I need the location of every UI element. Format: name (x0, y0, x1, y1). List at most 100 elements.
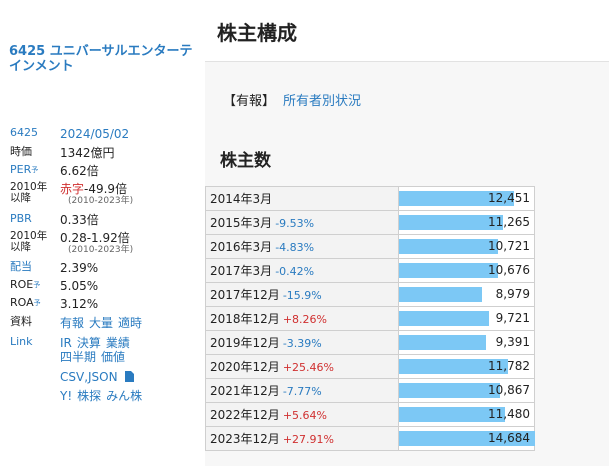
count-bar (398, 215, 503, 230)
ownership-status-link[interactable]: 所有者別状況 (283, 94, 362, 109)
change-percent: +27.91% (282, 433, 334, 446)
period-cell: 2018年12月 +8.26% (205, 306, 399, 331)
shareholder-count: 12,451 (488, 191, 530, 205)
roa-value: 3.12% (60, 297, 99, 311)
ext-links-row4: Y! 株探 みん株 (60, 389, 147, 403)
period-label: 2020年12月 (210, 360, 280, 374)
main-content: 株主構成 【有報】 所有者別状況 株主数 2014年3月 12,451 2015年3月… (205, 0, 609, 466)
page-title: 株主構成 (217, 21, 297, 45)
link-csv-json[interactable]: CSV,JSON (60, 370, 118, 384)
period-cell: 2016年3月 -4.83% (205, 234, 399, 259)
stock-code[interactable]: 6425 (10, 126, 38, 139)
period-label: 2019年12月 (210, 336, 280, 350)
link-label: Link (10, 335, 33, 348)
period-label: 2017年3月 (210, 264, 273, 278)
period-label: 2015年3月 (210, 216, 273, 230)
roe-value: 5.05% (60, 279, 99, 293)
table-row: 2021年12月 -7.77% 10,867 (205, 378, 536, 403)
change-percent: -7.77% (282, 385, 322, 398)
change-percent: +8.26% (282, 313, 327, 326)
count-cell: 12,451 (397, 186, 536, 211)
link-value[interactable]: 価値 (101, 350, 126, 364)
count-cell: 10,676 (397, 258, 536, 283)
count-bar (398, 407, 505, 422)
table-row: 2017年3月 -0.42% 10,676 (205, 258, 536, 283)
pbr-range: 0.28-1.92倍 (2010-2023年) (60, 231, 134, 255)
period-cell: 2017年12月 -15.9% (205, 282, 399, 307)
period-cell: 2014年3月 (205, 186, 399, 211)
period-label: 2017年12月 (210, 288, 280, 302)
sidebar: 6425 ユニバーサルエンターテインメント 6425 2024/05/02 時価… (0, 0, 200, 466)
table-row: 2019年12月 -3.39% 9,391 (205, 330, 536, 355)
count-cell: 11,480 (397, 402, 536, 427)
table-row: 2015年3月 -9.53% 11,265 (205, 210, 536, 235)
subnav-tag: 【有報】 (223, 94, 276, 109)
change-percent: -9.53% (275, 217, 315, 230)
period-cell: 2021年12月 -7.77% (205, 378, 399, 403)
doc-link-yuho[interactable]: 有報 (60, 316, 85, 330)
table-row: 2022年12月 +5.64% 11,480 (205, 402, 536, 427)
per-label[interactable]: PER予 (10, 163, 39, 176)
period-label: 2021年12月 (210, 384, 280, 398)
download-file-icon[interactable] (124, 371, 134, 382)
link-kabutan[interactable]: 株探 (77, 389, 102, 403)
count-cell: 9,721 (397, 306, 536, 331)
docs-links: 有報 大量 適時 (60, 316, 147, 330)
count-cell: 8,979 (397, 282, 536, 307)
count-bar (398, 191, 514, 206)
pbr-value: 0.33倍 (60, 213, 99, 227)
period-cell: 2019年12月 -3.39% (205, 330, 399, 355)
shareholder-count: 9,391 (495, 335, 530, 349)
title-bar: 株主構成 (205, 0, 609, 62)
table-row: 2023年12月 +27.91% 14,684 (205, 426, 536, 451)
company-title[interactable]: 6425 ユニバーサルエンターテインメント (9, 44, 193, 74)
count-cell: 9,391 (397, 330, 536, 355)
docs-label: 資料 (10, 315, 32, 328)
doc-link-tairyo[interactable]: 大量 (89, 316, 114, 330)
doc-link-tekiji[interactable]: 適時 (118, 316, 143, 330)
count-bar (398, 431, 535, 446)
change-percent: +5.64% (282, 409, 327, 422)
shareholder-count: 11,480 (488, 407, 530, 421)
table-row: 2014年3月 12,451 (205, 186, 536, 211)
link-minkabu[interactable]: みん株 (106, 389, 143, 403)
period-label: 2016年3月 (210, 240, 273, 254)
shareholder-count: 10,676 (488, 263, 530, 277)
subnav: 【有報】 所有者別状況 (223, 90, 361, 109)
count-bar (398, 383, 500, 398)
link-ir[interactable]: IR (60, 336, 72, 350)
since-2010-label: 2010年以降 (10, 181, 48, 204)
count-bar (398, 311, 489, 326)
link-gyoseki[interactable]: 業績 (105, 336, 130, 350)
link-quarterly[interactable]: 四半期 (60, 350, 97, 364)
link-kessan[interactable]: 決算 (76, 336, 101, 350)
count-cell: 10,721 (397, 234, 536, 259)
shareholder-count: 10,867 (488, 383, 530, 397)
shareholder-count: 11,265 (488, 215, 530, 229)
count-bar (398, 359, 508, 374)
ext-links-row2: 四半期 価値 (60, 350, 130, 364)
change-percent: -3.39% (282, 337, 322, 350)
period-cell: 2023年12月 +27.91% (205, 426, 399, 451)
shareholder-count: 11,782 (488, 359, 530, 373)
market-cap-value: 1342億円 (60, 146, 115, 160)
quote-date[interactable]: 2024/05/02 (60, 127, 130, 141)
change-percent: -0.42% (275, 265, 315, 278)
market-cap-label: 時価 (10, 145, 32, 158)
per-range: 赤字-49.9倍 (2010-2023年) (60, 182, 134, 206)
roe-label: ROE予 (10, 278, 41, 291)
period-label: 2018年12月 (210, 312, 280, 326)
period-cell: 2022年12月 +5.64% (205, 402, 399, 427)
period-label: 2014年3月 (210, 192, 273, 206)
dividend-label[interactable]: 配当 (10, 260, 32, 273)
count-bar (398, 335, 486, 350)
dividend-value: 2.39% (60, 261, 99, 275)
link-yahoo[interactable]: Y! (60, 389, 73, 403)
change-percent: -4.83% (275, 241, 315, 254)
shareholder-count: 10,721 (488, 239, 530, 253)
period-cell: 2020年12月 +25.46% (205, 354, 399, 379)
pbr-label[interactable]: PBR (10, 212, 32, 225)
period-label: 2022年12月 (210, 408, 280, 422)
shareholder-count: 14,684 (488, 431, 530, 445)
shareholder-count: 8,979 (495, 287, 530, 301)
